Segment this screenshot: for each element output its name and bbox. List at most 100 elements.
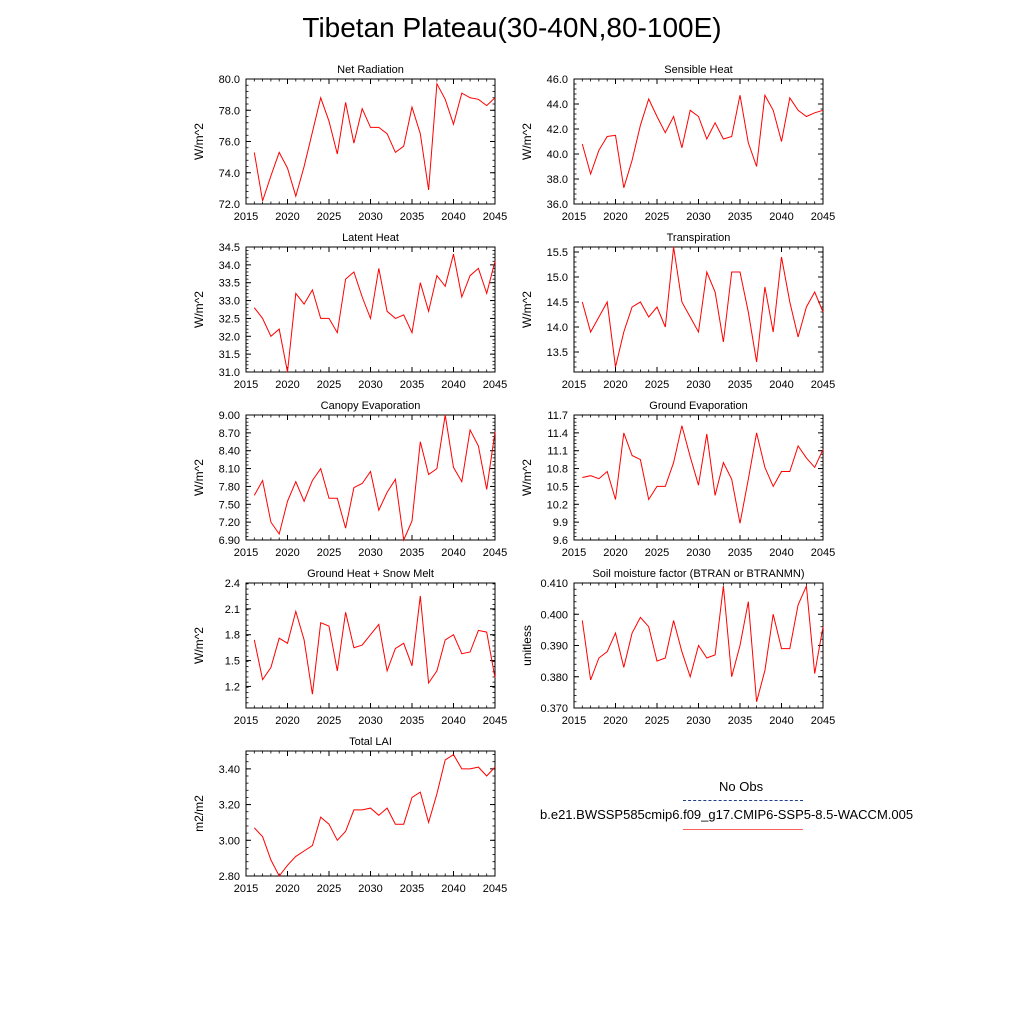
y-tick-label: 9.00 (219, 410, 240, 422)
x-tick-label: 2040 (441, 379, 465, 391)
y-tick-label: 2.4 (225, 578, 240, 590)
x-tick-label: 2015 (562, 715, 586, 727)
x-tick-label: 2020 (275, 211, 299, 223)
y-tick-label: 0.410 (540, 578, 568, 590)
x-tick-label: 2040 (769, 547, 793, 559)
x-tick-label: 2040 (769, 715, 793, 727)
y-tick-label: 2.80 (219, 871, 240, 883)
x-tick-label: 2045 (483, 547, 507, 559)
panel-title: Ground Evaporation (649, 400, 747, 412)
panel-title: Total LAI (349, 736, 392, 748)
y-axis-label: unitless (520, 625, 534, 666)
series-line (253, 595, 496, 695)
x-tick-label: 2015 (562, 211, 586, 223)
plot-frame (245, 582, 496, 709)
x-tick-label: 2025 (645, 379, 669, 391)
panel-title: Net Radiation (337, 64, 404, 76)
y-tick-label: 6.90 (219, 535, 240, 547)
plot-frame (573, 246, 824, 373)
y-axis-label: W/m^2 (520, 459, 534, 496)
y-tick-label: 40.0 (547, 149, 568, 161)
y-tick-label: 34.0 (219, 260, 240, 272)
panel-7: 2015 2020 2025 2030 2035 2040 2045 0.370 0.380 0.… (520, 568, 835, 727)
series-line (581, 584, 824, 702)
plot-frame (245, 414, 496, 541)
x-tick-label: 2045 (483, 211, 507, 223)
x-tick-label: 2030 (358, 883, 382, 895)
panel-6: 2015 2020 2025 2030 2035 2040 2045 1.2 1.5 1.8 2.1… (192, 568, 507, 727)
series-line (581, 246, 824, 368)
panel-title: Canopy Evaporation (321, 400, 421, 412)
x-tick-label: 2035 (728, 547, 752, 559)
y-tick-label: 7.20 (219, 517, 240, 529)
x-tick-label: 2045 (483, 883, 507, 895)
x-tick-label: 2030 (686, 211, 710, 223)
y-tick-label: 36.0 (547, 199, 568, 211)
y-tick-label: 8.70 (219, 428, 240, 440)
legend-run-line (683, 829, 803, 830)
y-tick-label: 9.9 (553, 517, 568, 529)
y-tick-label: 14.0 (547, 322, 568, 334)
y-tick-label: 9.6 (553, 535, 568, 547)
y-axis-label: W/m^2 (192, 459, 206, 496)
y-tick-label: 7.80 (219, 481, 240, 493)
panel-2: 2015 2020 2025 2030 2035 2040 2045 31.0 31.5 32.0… (192, 232, 507, 391)
y-tick-label: 76.0 (219, 137, 240, 149)
y-tick-label: 1.5 (225, 656, 240, 668)
x-tick-label: 2015 (234, 547, 258, 559)
x-tick-label: 2040 (441, 715, 465, 727)
x-tick-label: 2035 (728, 211, 752, 223)
series-line (253, 753, 496, 877)
y-tick-label: 8.10 (219, 464, 240, 476)
y-tick-label: 3.40 (219, 764, 240, 776)
y-tick-label: 14.5 (547, 297, 568, 309)
x-tick-label: 2030 (686, 547, 710, 559)
y-tick-label: 10.8 (547, 464, 568, 476)
y-tick-label: 0.400 (540, 609, 568, 621)
legend-obs-line (683, 800, 803, 801)
x-tick-label: 2035 (728, 715, 752, 727)
y-axis-label: W/m^2 (192, 291, 206, 328)
x-tick-label: 2020 (603, 547, 627, 559)
x-tick-label: 2040 (441, 211, 465, 223)
series-line (253, 414, 496, 542)
series-line (582, 425, 824, 524)
x-tick-label: 2030 (358, 379, 382, 391)
series-line (253, 81, 496, 202)
x-tick-label: 2030 (358, 211, 382, 223)
x-tick-label: 2040 (441, 883, 465, 895)
y-tick-label: 3.00 (219, 835, 240, 847)
panel-title: Transpiration (667, 232, 731, 244)
y-tick-label: 11.7 (547, 410, 568, 422)
y-tick-label: 15.0 (547, 272, 568, 284)
x-tick-label: 2045 (811, 211, 835, 223)
x-tick-label: 2045 (811, 379, 835, 391)
x-tick-label: 2020 (603, 715, 627, 727)
panel-0: 2015 2020 2025 2030 2035 2040 2045 72.0 74.0 76.0… (192, 64, 507, 223)
y-tick-label: 3.20 (219, 800, 240, 812)
x-tick-label: 2015 (234, 379, 258, 391)
x-tick-label: 2045 (483, 379, 507, 391)
x-tick-label: 2020 (603, 379, 627, 391)
x-tick-label: 2020 (603, 211, 627, 223)
x-tick-label: 2015 (234, 715, 258, 727)
x-tick-label: 2030 (358, 547, 382, 559)
y-axis-label: W/m^2 (520, 291, 534, 328)
panel-title: Ground Heat + Snow Melt (307, 568, 434, 580)
plot-frame (245, 750, 496, 877)
y-tick-label: 2.1 (225, 604, 240, 616)
y-tick-label: 11.4 (547, 428, 568, 440)
x-tick-label: 2045 (483, 715, 507, 727)
y-tick-label: 0.370 (540, 703, 568, 715)
legend-run-label: b.e21.BWSSP585cmip6.f09_g17.CMIP6-SSP5-8… (540, 807, 914, 822)
plot-frame (245, 246, 496, 373)
x-tick-label: 2030 (686, 379, 710, 391)
x-tick-label: 2035 (728, 379, 752, 391)
y-tick-label: 42.0 (547, 124, 568, 136)
y-tick-label: 78.0 (219, 105, 240, 117)
y-axis-label: m2/m2 (192, 795, 206, 832)
panel-5: 2015 2020 2025 2030 2035 2040 2045 9.6 9.9 10.2 10… (520, 400, 835, 559)
y-tick-label: 1.2 (225, 681, 240, 693)
y-tick-label: 31.5 (219, 349, 240, 361)
panel-title: Sensible Heat (664, 64, 733, 76)
